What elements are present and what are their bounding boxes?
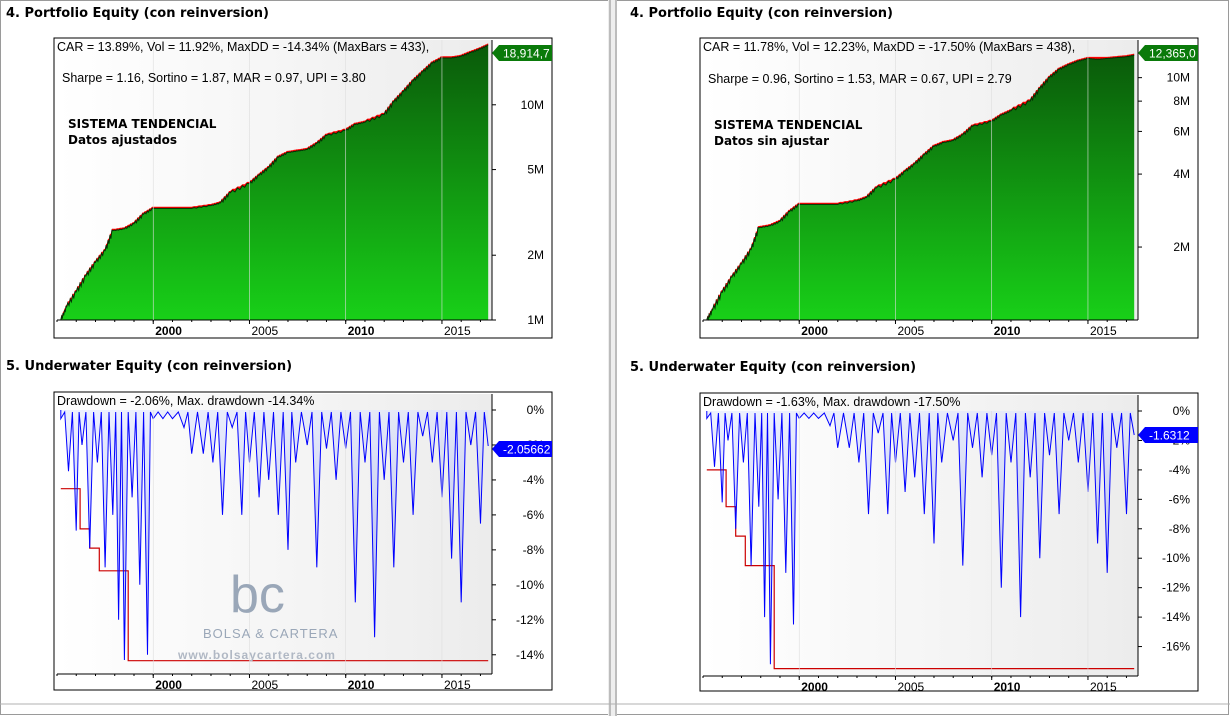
underwater-chart: 0%-2%-4%-6%-8%-10%-12%-14%-16% 200020052… — [699, 392, 1199, 694]
y-tick-label: -6% — [1169, 492, 1191, 506]
underwater-last-value-badge: -1.6312 — [1138, 427, 1198, 443]
equity-line — [706, 54, 1135, 321]
underwater-last-value-label: -1.6312 — [1149, 429, 1190, 443]
y-tick-label: -4% — [1169, 463, 1191, 477]
x-tick-label: 2015 — [444, 678, 471, 692]
underwater-line — [706, 411, 1135, 665]
equity-line — [60, 44, 489, 321]
equity-last-value-label: 12,365,0 — [1149, 47, 1196, 61]
equity-last-value-badge: 12,365,0 — [1138, 45, 1198, 61]
y-tick-label: 0% — [1173, 404, 1191, 418]
watermark: bc BOLSA & CARTERA www.bolsaycartera.com — [177, 566, 338, 662]
x-tick-label: 2005 — [251, 324, 278, 338]
underwater-line — [60, 410, 489, 661]
equity-chart: 1M 2M 5M 10M 2000 2005 2010 2015 CAR = 13.89%,… — [53, 37, 553, 339]
y-tick-label: -8% — [523, 543, 545, 557]
y-tick-label: 0% — [527, 403, 545, 417]
y-tick-label: 1M — [527, 313, 544, 327]
equity-annotation-line-2: Datos ajustados — [68, 133, 177, 147]
equity-annotation-line-1: SISTEMA TENDENCIAL — [714, 118, 863, 132]
equity-stats-line-1: CAR = 11.78%, Vol = 12.23%, MaxDD = -17.… — [703, 40, 1075, 54]
underwater-last-value-shape — [492, 441, 552, 457]
y-tick-label: -8% — [1169, 522, 1191, 536]
underwater-stats: Drawdown = -1.63%, Max. drawdown -17.50% — [703, 395, 960, 409]
y-tick-label: -12% — [1162, 581, 1190, 595]
equity-section-title: 4. Portfolio Equity (con reinversion) — [630, 6, 893, 21]
equity-annotation-line-2: Datos sin ajustar — [714, 134, 829, 148]
y-tick-label: 5M — [527, 163, 544, 177]
underwater-chart: 0%-2%-4%-6%-8%-10%-12%-14% 2000200520102… — [53, 391, 553, 692]
x-tick-label: 2010 — [994, 324, 1021, 338]
y-tick-label: 2M — [527, 248, 544, 262]
y-tick-label: 2M — [1173, 240, 1190, 254]
watermark-url: www.bolsaycartera.com — [177, 648, 336, 662]
equity-stats-line-1: CAR = 13.89%, Vol = 11.92%, MaxDD = -14.… — [57, 40, 429, 54]
x-tick-label: 2010 — [348, 324, 375, 338]
y-tick-label: -14% — [516, 648, 544, 662]
x-tick-label: 2000 — [155, 324, 182, 338]
y-tick-label: -10% — [1162, 551, 1190, 565]
x-tick-label: 2010 — [348, 678, 375, 692]
y-tick-label: -12% — [516, 613, 544, 627]
panel-left: 4. Portfolio Equity (con reinversion) 1M… — [6, 6, 553, 692]
equity-x-tick-group: 2000 2005 2010 2015 — [56, 40, 481, 338]
x-tick-label: 2015 — [1090, 324, 1117, 338]
underwater-stats: Drawdown = -2.06%, Max. drawdown -14.34% — [57, 394, 314, 408]
watermark-brand: BOLSA & CARTERA — [203, 626, 338, 641]
x-tick-label: 2010 — [994, 680, 1021, 694]
underwater-last-value-shape — [1138, 427, 1198, 443]
underwater-section-title: 5. Underwater Equity (con reinversion) — [630, 360, 916, 375]
x-tick-label: 2005 — [251, 678, 278, 692]
equity-area — [60, 45, 489, 320]
equity-last-value-label: 18,914,7 — [503, 47, 550, 61]
y-tick-label: -10% — [516, 578, 544, 592]
equity-last-value-badge: 18,914,7 — [492, 45, 552, 61]
underwater-last-value-label: -2.05662 — [503, 443, 551, 457]
y-tick-label: 8M — [1173, 94, 1190, 108]
equity-last-value-shape — [1138, 45, 1198, 61]
y-tick-label: 10M — [521, 98, 544, 112]
y-tick-label: 6M — [1173, 124, 1190, 138]
equity-x-tick-group: 2000 2005 2010 2015 — [702, 40, 1127, 338]
equity-y-tick-group: 2M 4M 6M 8M 10M — [1138, 71, 1190, 254]
y-tick-label: -16% — [1162, 640, 1190, 654]
underwater-x-tick-group: 2000 2005 2010 2015 — [702, 411, 1127, 694]
equity-stats-line-2: Sharpe = 0.96, Sortino = 1.53, MAR = 0.6… — [708, 72, 1012, 86]
underwater-max-drawdown-line — [706, 469, 1135, 670]
y-tick-label: -6% — [523, 508, 545, 522]
panel-splitter[interactable] — [608, 0, 617, 716]
underwater-x-tick-group: 2000 2005 2010 2015 — [56, 410, 481, 692]
equity-y-tick-group: 1M 2M 5M 10M — [492, 98, 544, 327]
x-tick-label: 2015 — [444, 324, 471, 338]
equity-area — [706, 55, 1135, 321]
y-tick-label: -4% — [523, 473, 545, 487]
equity-chart: 2M 4M 6M 8M 10M 2000 2005 2010 2015 CAR = 11.78… — [699, 37, 1199, 339]
equity-stats-line-2: Sharpe = 1.16, Sortino = 1.87, MAR = 0.9… — [62, 71, 366, 85]
x-tick-label: 2015 — [1090, 680, 1117, 694]
watermark-logo: bc — [230, 566, 285, 624]
y-tick-label: -14% — [1162, 610, 1190, 624]
equity-annotation-line-1: SISTEMA TENDENCIAL — [68, 117, 217, 131]
x-tick-label: 2000 — [801, 680, 828, 694]
x-tick-label: 2005 — [897, 324, 924, 338]
x-tick-label: 2005 — [897, 680, 924, 694]
underwater-max-drawdown-line — [60, 488, 489, 662]
underwater-section-title: 5. Underwater Equity (con reinversion) — [6, 359, 292, 374]
panel-right: 4. Portfolio Equity (con reinversion) 2M… — [630, 6, 1199, 694]
equity-last-value-shape — [492, 45, 552, 61]
x-tick-label: 2000 — [801, 324, 828, 338]
x-tick-label: 2000 — [155, 678, 182, 692]
y-tick-label: 10M — [1167, 71, 1190, 85]
y-tick-label: 4M — [1173, 167, 1190, 181]
underwater-last-value-badge: -2.05662 — [492, 441, 552, 457]
equity-section-title: 4. Portfolio Equity (con reinversion) — [6, 6, 269, 21]
